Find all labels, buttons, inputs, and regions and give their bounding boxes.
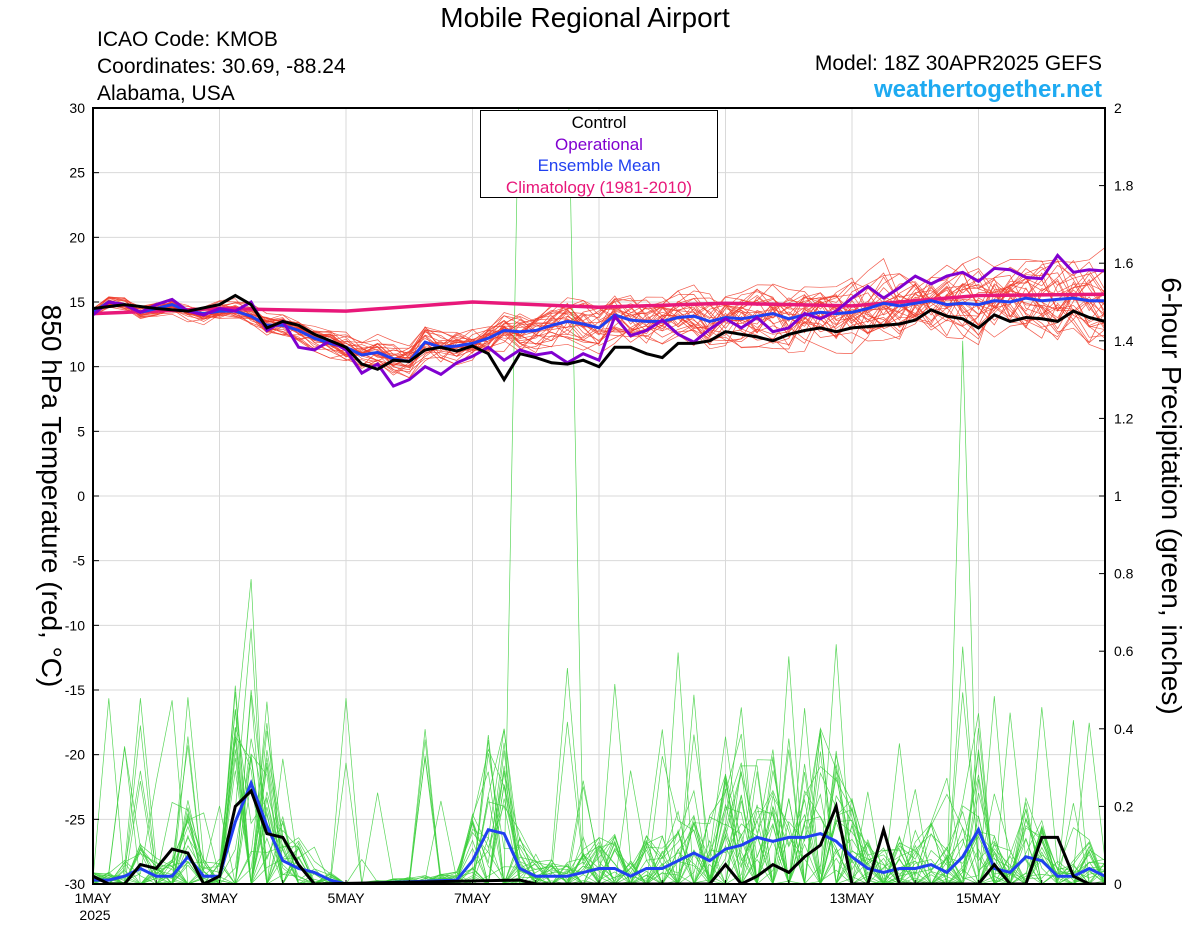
x-tick-label: 5MAY [327, 890, 365, 906]
x-tick-label: 1MAY [74, 890, 112, 906]
temperature-member-line [93, 261, 1105, 362]
y2-tick-label: 0 [1114, 876, 1122, 892]
y2-tick-label: 0.2 [1114, 798, 1134, 814]
legend-climatology: Climatology (1981-2010) [505, 177, 693, 197]
climatology-line [93, 292, 1105, 316]
y-tick-label: -10 [65, 617, 85, 633]
legend-ensemble-mean: Ensemble Mean [537, 156, 661, 175]
precipitation-member-line [93, 727, 1105, 884]
precipitation-member-line [93, 685, 1105, 884]
x-tick-label: 3MAY [201, 890, 239, 906]
precipitation-member-line [93, 729, 1105, 884]
y2-tick-label: 1 [1114, 488, 1122, 504]
y-tick-label: -30 [65, 876, 85, 892]
y2-tick-label: 1.6 [1114, 255, 1134, 271]
y-axis-label: 850 hPa Temperature (red, °C) [36, 305, 67, 688]
precipitation-member-line [93, 692, 1105, 884]
legend-control: Control [571, 113, 627, 132]
legend-operational: Operational [555, 134, 643, 154]
temperature-member-line [93, 271, 1105, 361]
y-tick-label: 10 [69, 359, 85, 375]
y2-tick-label: 0.4 [1114, 721, 1134, 737]
precipitation-member-line [93, 696, 1105, 884]
site-link[interactable]: weathertogether.net [873, 76, 1102, 103]
y2-tick-label: 1.8 [1114, 178, 1134, 194]
y2-tick-label: 2 [1114, 100, 1122, 116]
y-tick-label: -25 [65, 811, 85, 827]
precipitation-member-line [93, 721, 1105, 884]
legend: Control Operational Ensemble Mean Climat… [480, 110, 718, 198]
precipitation-member-line [93, 689, 1105, 884]
chart-title: Mobile Regional Airport [440, 2, 730, 33]
y2-axis-label: 6-hour Precipitation (green, inches) [1156, 277, 1187, 714]
x-tick-year: 2025 [79, 907, 110, 923]
y-tick-label: 5 [77, 423, 85, 439]
y-tick-label: 20 [69, 229, 85, 245]
x-tick-label: 9MAY [580, 890, 618, 906]
series-lines [93, 253, 1105, 884]
x-tick-label: 15MAY [956, 890, 1002, 906]
precipitation-member-line [93, 720, 1105, 884]
region: Alabama, USA [97, 82, 235, 105]
y-tick-label: -15 [65, 682, 85, 698]
precip-control-line [93, 788, 1105, 884]
y-tick-label: 0 [77, 488, 85, 504]
y-tick-label: -20 [65, 747, 85, 763]
x-tick-label: 7MAY [454, 890, 492, 906]
y-tick-label: 25 [69, 165, 85, 181]
y2-tick-label: 0.6 [1114, 643, 1134, 659]
y-tick-label: 30 [69, 100, 85, 116]
y-tick-label: -5 [73, 553, 86, 569]
model-run: Model: 18Z 30APR2025 GEFS [814, 52, 1102, 75]
temperature-member-line [93, 272, 1105, 349]
y2-tick-label: 0.8 [1114, 566, 1134, 582]
temperature-member-line [93, 266, 1105, 358]
y-tick-label: 15 [69, 294, 85, 310]
coordinates: Coordinates: 30.69, -88.24 [97, 55, 346, 78]
precipitation-member-line [93, 723, 1105, 884]
axes: 302520151050-5-10-15-20-25-3021.81.61.41… [65, 100, 1134, 923]
y2-tick-label: 1.4 [1114, 333, 1134, 349]
precipitation-member-line [93, 646, 1105, 884]
precipitation-member-line [93, 656, 1105, 884]
x-tick-label: 11MAY [704, 890, 748, 906]
temp-control-line [93, 293, 1105, 383]
ensemble-members [93, 108, 1105, 884]
x-tick-label: 13MAY [830, 890, 876, 906]
y2-tick-label: 1.2 [1114, 410, 1134, 426]
icao-code: ICAO Code: KMOB [97, 28, 278, 51]
precipitation-member-line [93, 683, 1105, 884]
